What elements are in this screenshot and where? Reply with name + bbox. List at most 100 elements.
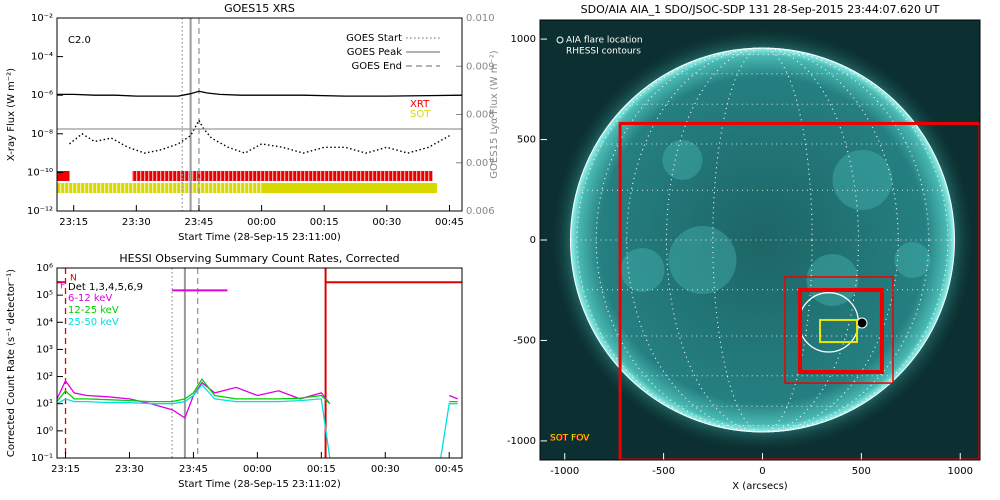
active-region	[620, 248, 665, 292]
x-tick-label: 23:45	[185, 217, 214, 228]
active-region	[894, 242, 931, 278]
series-line	[57, 378, 458, 405]
legend-label: RHESSI contours	[566, 47, 641, 57]
x-tick-label: 500	[852, 466, 871, 477]
longitude-line	[576, 47, 949, 433]
band-hatch	[57, 183, 262, 193]
y2-tick-label: 0.008	[466, 110, 495, 121]
band-hatch	[132, 171, 433, 181]
x-tick-label: 00:00	[247, 217, 276, 228]
x-tick-label: -500	[652, 466, 675, 477]
legend-label: 12-25 keV	[68, 305, 119, 316]
y-tick-label: -1000	[507, 436, 536, 447]
y-tick-label: -500	[513, 335, 536, 346]
chart-title: HESSI Observing Summary Count Rates, Cor…	[119, 252, 399, 265]
x-tick-label: 0	[759, 466, 765, 477]
y-tick-label: 10⁻⁶	[31, 90, 53, 101]
x-tick-label: 23:15	[51, 464, 80, 475]
limb	[569, 47, 955, 433]
y-tick-label: 500	[517, 135, 536, 146]
x-tick-label: 00:30	[372, 217, 401, 228]
y-tick-label: 10⁻¹⁰	[27, 167, 53, 178]
y-tick-label: 10⁻⁴	[31, 52, 53, 63]
x-tick-label: 00:15	[307, 464, 336, 475]
y-tick-label: 10⁴	[36, 317, 53, 328]
band-interval	[261, 183, 437, 193]
longitude-line	[665, 47, 859, 433]
y-axis-label: X-ray Flux (W m⁻²)	[6, 68, 17, 161]
y-tick-label: 10⁻¹	[31, 453, 53, 464]
fov-box	[798, 288, 884, 375]
x-tick-label: 1000	[947, 466, 972, 477]
active-region	[668, 226, 737, 294]
x-tick-label: 23:45	[179, 464, 208, 475]
x-axis-label: X (arcsecs)	[732, 481, 788, 492]
fov-box	[618, 121, 980, 460]
flag-label: N	[70, 274, 77, 284]
fov-label: XRT FOV	[550, 434, 589, 444]
y-tick-label: 10⁻⁸	[31, 129, 53, 140]
band-label: SOT	[410, 109, 431, 120]
fov-box	[784, 276, 894, 384]
x-tick-label: 00:45	[435, 217, 464, 228]
y-tick-label: 1000	[511, 34, 536, 45]
y2-tick-label: 0.007	[466, 158, 495, 169]
series-line	[69, 118, 450, 154]
longitude-line	[595, 47, 930, 433]
heliographic-grid	[570, 47, 955, 433]
y2-tick-label: 0.009	[466, 61, 495, 72]
rhessi-contour	[856, 317, 868, 329]
chart-title: SDO/AIA AIA_1 SDO/JSOC-SDP 131 28-Sep-20…	[581, 3, 940, 16]
legend-label: GOES End	[352, 61, 402, 72]
x-tick-label: 23:30	[115, 464, 144, 475]
fov-label: SOT FOV	[550, 434, 590, 444]
y-tick-label: 10¹	[36, 399, 53, 410]
annotation: Det 1,3,4,5,6,9	[68, 282, 143, 293]
x-tick-label: 00:30	[371, 464, 400, 475]
flag-label: F	[60, 282, 65, 292]
band-label: XRT	[410, 99, 430, 110]
y-tick-label: 10⁰	[36, 426, 53, 437]
y2-tick-label: 0.006	[466, 206, 495, 217]
legend-label: GOES Peak	[347, 47, 402, 58]
series-line	[57, 383, 458, 458]
plot-frame	[539, 19, 981, 461]
annotation: C2.0	[68, 35, 91, 46]
y-tick-label: 10²	[36, 372, 53, 383]
plot-area	[57, 268, 462, 458]
x-tick-label: 23:30	[122, 217, 151, 228]
x-axis-label: Start Time (28-Sep-15 23:11:02)	[178, 479, 341, 490]
x-tick-label: 00:00	[243, 464, 272, 475]
y-tick-label: 10⁵	[36, 290, 53, 301]
y-axis-label: Corrected Count Rate (s⁻¹ detector⁻¹)	[6, 269, 17, 457]
y2-tick-label: 0.010	[466, 13, 495, 24]
x-tick-label: 00:45	[435, 464, 464, 475]
legend-label: 25-50 keV	[68, 317, 119, 328]
y-tick-label: 10⁻¹²	[27, 206, 53, 217]
series-line	[57, 379, 458, 419]
legend-label: GOES Start	[346, 33, 402, 44]
image-area	[548, 26, 980, 460]
plot-area	[57, 18, 462, 211]
plot-frame	[56, 267, 463, 459]
legend-label: 6-12 keV	[68, 293, 112, 304]
series-line	[57, 90, 462, 97]
band-interval	[57, 171, 70, 181]
active-region	[806, 254, 859, 306]
y-tick-label: 10³	[36, 344, 53, 355]
chart-title: GOES15 XRS	[224, 2, 295, 15]
plot-frame	[56, 17, 463, 212]
y-tick-label: 10⁻²	[31, 13, 53, 24]
x-axis-label: Start Time (28-Sep-15 23:11:00)	[178, 232, 341, 243]
solar-disk	[570, 48, 955, 432]
y2-axis-label: GOES15 Lyα Flux (W m⁻²)	[489, 50, 500, 178]
x-tick-label: 23:15	[59, 217, 88, 228]
active-region	[832, 150, 893, 210]
x-tick-label: -1000	[550, 466, 579, 477]
y-tick-label: 10⁶	[36, 263, 53, 274]
longitude-line	[626, 47, 899, 433]
legend-label: AIA flare location	[566, 36, 643, 46]
fov-box	[819, 318, 858, 344]
